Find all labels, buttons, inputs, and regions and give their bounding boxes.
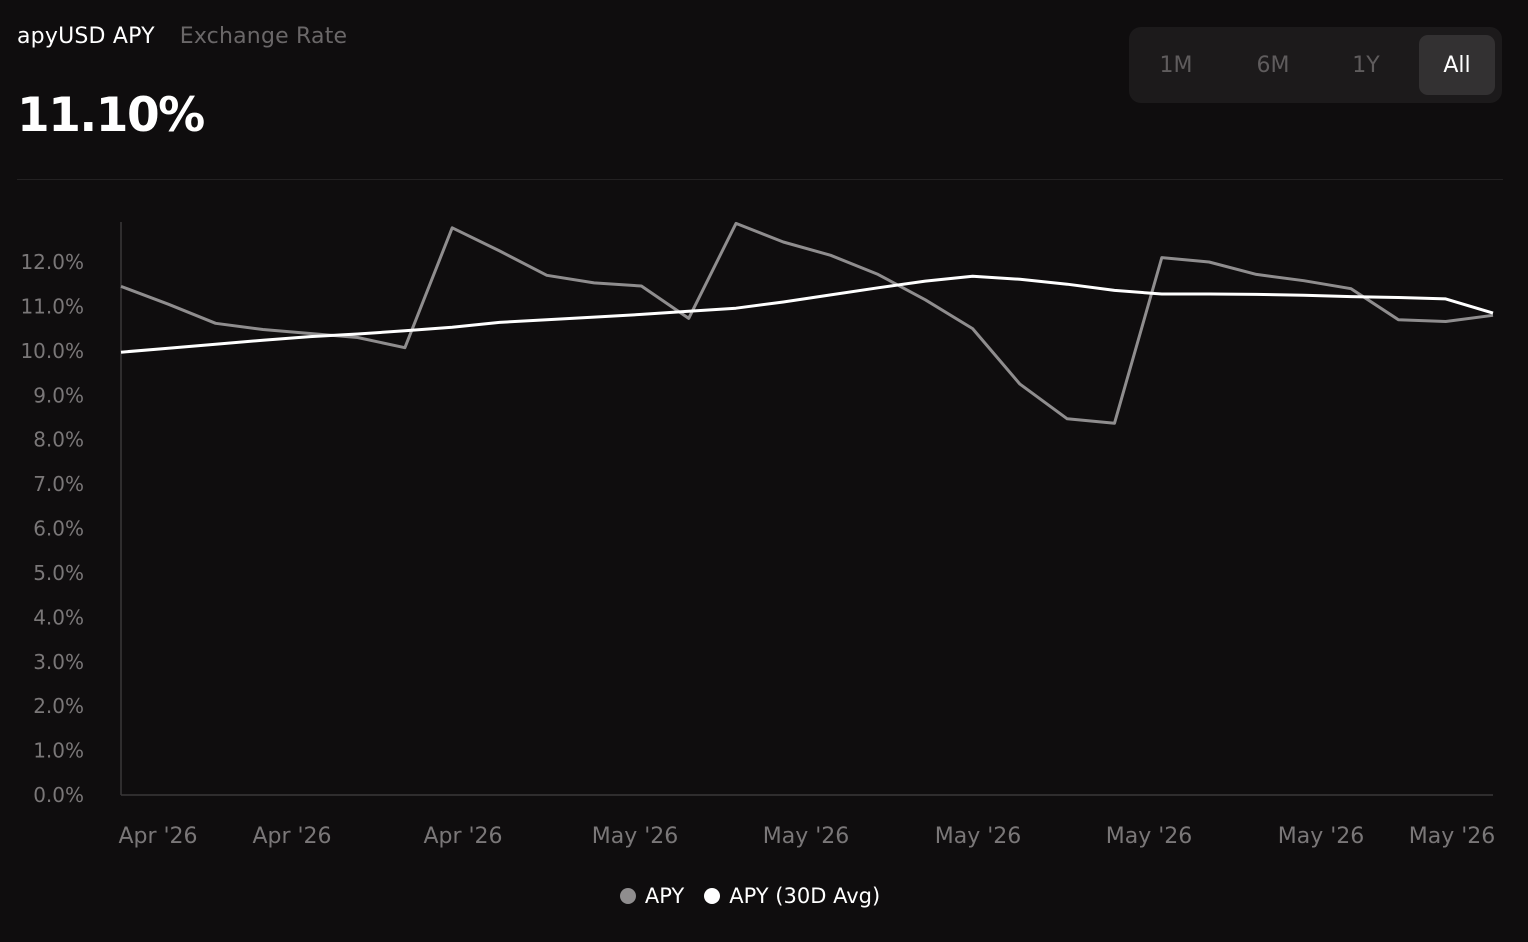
y-tick-label: 9.0%: [33, 383, 84, 407]
tab-apy[interactable]: apyUSD APY: [17, 24, 155, 49]
y-tick-label: 7.0%: [33, 472, 84, 496]
legend-dot-apy-30d-avg: [704, 888, 721, 904]
y-tick-label: 12.0%: [20, 250, 84, 274]
legend-label-apy: APY: [644, 884, 685, 908]
y-tick-label: 2.0%: [33, 694, 84, 718]
chart-legend: APY APY (30D Avg): [0, 884, 1500, 908]
apy-line-chart: 0.0% 1.0% 2.0% 3.0% 4.0% 5.0% 6.0% 7.0% 8.0% 9.0%…: [20, 221, 1495, 849]
range-1m-button[interactable]: 1M: [1159, 52, 1193, 78]
range-all-button[interactable]: All: [1419, 35, 1495, 95]
legend-dot-apy: [619, 888, 636, 904]
x-tick-label: Apr '26: [118, 824, 197, 849]
x-axis-ticks: Apr '26 Apr '26 Apr '26 May '26 May '26 May '…: [118, 824, 1495, 849]
y-tick-label: 3.0%: [33, 650, 84, 674]
y-axis-ticks: 0.0% 1.0% 2.0% 3.0% 4.0% 5.0% 6.0% 7.0% 8.0% 9.0%…: [20, 250, 84, 807]
y-tick-label: 0.0%: [33, 783, 84, 807]
legend-item-apy-30d-avg[interactable]: APY (30D Avg): [704, 884, 880, 908]
x-tick-label: May '26: [1278, 824, 1365, 849]
y-tick-label: 5.0%: [33, 561, 84, 585]
apy-30d-avg-series-line[interactable]: [120, 274, 1494, 354]
x-tick-label: May '26: [935, 824, 1022, 849]
x-tick-label: Apr '26: [252, 824, 331, 849]
range-6m-button[interactable]: 6M: [1256, 52, 1290, 78]
legend-item-apy[interactable]: APY: [619, 884, 685, 908]
x-tick-label: May '26: [592, 824, 679, 849]
y-tick-label: 8.0%: [33, 428, 84, 452]
tab-exchange-rate[interactable]: Exchange Rate: [179, 24, 348, 49]
y-tick-label: 10.0%: [20, 339, 84, 363]
y-tick-label: 1.0%: [33, 739, 84, 763]
series-layer: [120, 221, 1494, 425]
x-tick-label: May '26: [763, 824, 850, 849]
current-apy-value: 11.10%: [17, 88, 205, 143]
apy-series-line[interactable]: [120, 221, 1494, 425]
range-1y-button[interactable]: 1Y: [1352, 52, 1380, 78]
header-divider: [17, 179, 1503, 180]
x-tick-label: Apr '26: [423, 824, 502, 849]
x-tick-label: May '26: [1409, 824, 1496, 849]
y-tick-label: 6.0%: [33, 517, 84, 541]
y-tick-label: 11.0%: [20, 294, 84, 318]
metric-tabs: apyUSD APY Exchange Rate: [17, 24, 347, 49]
legend-label-apy-30d-avg: APY (30D Avg): [729, 884, 881, 908]
time-range-selector: 1M 6M 1Y All: [1129, 27, 1502, 103]
y-tick-label: 4.0%: [33, 605, 84, 629]
x-tick-label: May '26: [1106, 824, 1193, 849]
